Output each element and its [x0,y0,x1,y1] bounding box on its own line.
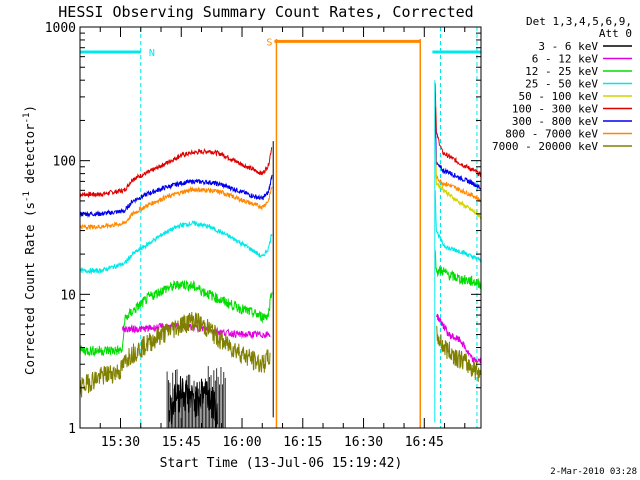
series-line-s300_800-after [434,106,481,190]
y-axis-label-main: Corrected Count Rate (s [22,202,37,375]
x-tick-label: 15:30 [101,435,140,450]
series-line-s7000_20000 [80,311,271,398]
series-line-s25_50 [80,220,273,275]
plot-frame [79,26,482,429]
y-tick-label: 1 [68,422,76,437]
y-tick-label: 10 [60,288,76,303]
series-line-s300_800 [80,174,273,219]
series-line-s100_300-after [434,83,481,178]
series-line-s6_12-after [435,313,481,364]
legend-label: 6 - 12 keV [532,53,599,66]
series-line-s100_300 [80,147,273,199]
series-line-s50_100-after [434,151,481,220]
y-axis-label-end: ) [22,105,37,113]
series-line-s3_6 [168,376,218,428]
y-tick-label: 1000 [45,21,76,36]
x-axis-label: Start Time (13-Jul-06 15:19:42) [160,456,403,471]
series-line-s7000_20000-after [436,325,481,382]
series-line-s800_7000-after [434,138,481,203]
y-axis-label-sup1: -1 [22,191,32,202]
footer-date: 2-Mar-2010 03:28 [550,467,637,477]
plot-area: NS [80,27,481,428]
legend-header: Att 0 [599,27,632,40]
chart-title: HESSI Observing Summary Count Rates, Cor… [58,3,473,21]
legend-label: 100 - 300 keV [512,103,598,116]
legend-label: 50 - 100 keV [519,90,599,103]
legend-label: 3 - 6 keV [538,40,598,53]
x-tick-label: 16:15 [283,435,322,450]
flag-label-0: N [149,48,155,59]
y-axis-label-sup2: -1 [22,113,32,124]
y-tick-label: 100 [53,155,76,170]
x-tick-label: 16:30 [344,435,383,450]
flag-label-1: S [266,37,272,48]
y-axis-label: Corrected Count Rate (s-1 detector-1) [22,105,37,375]
y-axis-label-mid: detector [22,123,37,191]
x-tick-label: 16:45 [405,435,444,450]
x-tick-label: 15:45 [162,435,201,450]
series-line-s800_7000 [80,185,273,231]
series-line-s25_50-after [434,190,481,263]
legend-label: 12 - 25 keV [525,65,598,78]
legend-header: Det 1,3,4,5,6,9, [526,15,632,28]
legend-label: 300 - 800 keV [512,115,598,128]
axes: 1 10 100 1000 15:30 15:45 16:00 16:15 16:30 16:45 [45,21,482,450]
legend-label: 7000 - 20000 keV [492,140,598,153]
legend-label: 25 - 50 keV [525,78,598,91]
plot-clip-group [80,27,481,428]
series-line-s12_25-after [434,250,481,290]
x-tick-label: 16:00 [222,435,261,450]
legend-label: 800 - 7000 keV [505,128,598,141]
series-line-s12_25 [80,279,273,358]
